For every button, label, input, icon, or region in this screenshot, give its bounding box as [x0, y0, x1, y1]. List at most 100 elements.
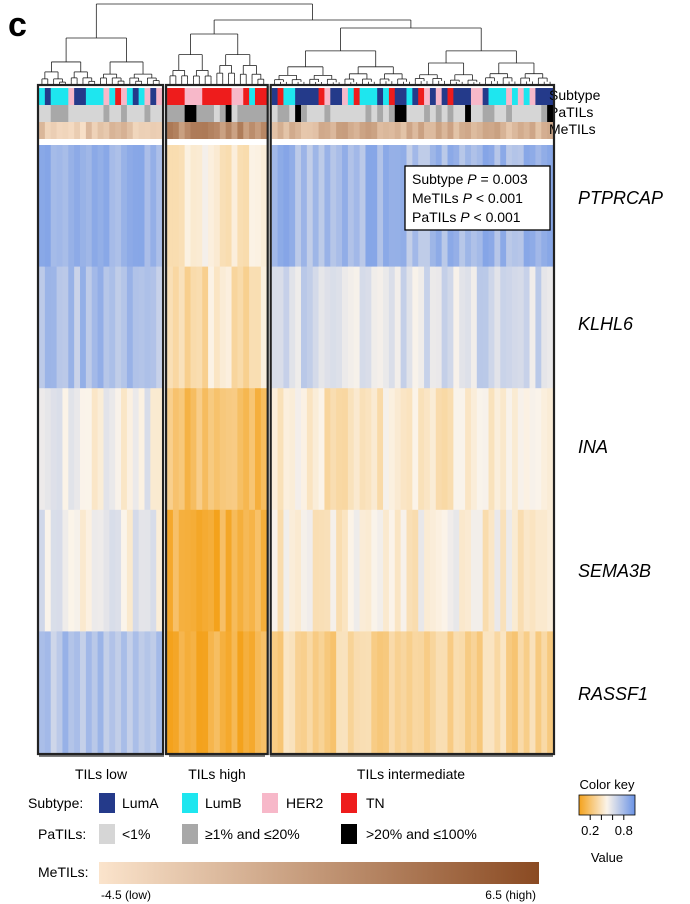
metils-track-cell — [138, 122, 145, 139]
heatmap-cell — [50, 145, 57, 267]
metils-track-cell — [453, 122, 460, 139]
subtype-track-cell — [225, 88, 232, 105]
heatmap-cell — [476, 266, 484, 389]
patils-track-cell — [225, 105, 232, 122]
heatmap-cell — [39, 266, 46, 389]
heatmap-cell — [295, 266, 302, 389]
heatmap-cell — [249, 631, 256, 754]
heatmap-cell — [126, 145, 134, 267]
heatmap-cell — [301, 509, 308, 632]
metils-track-cell — [115, 122, 122, 139]
heatmap-cell — [500, 266, 507, 389]
patils-track-cell — [342, 105, 349, 122]
heatmap-cell — [167, 509, 174, 632]
heatmap-cell — [85, 509, 93, 632]
heatmap-cell — [365, 388, 372, 511]
heatmap-cell — [271, 509, 278, 632]
subtype-track-cell — [435, 88, 443, 105]
gene-label-ina: INA — [578, 437, 608, 457]
metils-track-cell — [488, 122, 495, 139]
heatmap-cell — [330, 509, 337, 632]
patils-track-cell — [301, 105, 308, 122]
patils-track-cell — [196, 105, 203, 122]
heatmap-cell — [500, 509, 507, 632]
metils-track-cell — [459, 122, 466, 139]
heatmap-cell — [196, 509, 203, 632]
subtype-track-cell — [517, 88, 525, 105]
subtype-track-cell — [347, 88, 355, 105]
annotation-tracks — [39, 88, 554, 145]
heatmap-cell — [39, 509, 46, 632]
metils-track-cell — [447, 122, 454, 139]
heatmap-cell — [184, 631, 191, 754]
heatmap-cell — [85, 266, 93, 389]
heatmap-cell — [121, 388, 128, 511]
metils-track-cell — [394, 122, 402, 139]
heatmap-cell — [132, 509, 140, 632]
heatmap-cell — [115, 631, 122, 754]
heatmap-cell — [97, 509, 104, 632]
subtype-track-cell — [541, 88, 548, 105]
metils-track-cell — [243, 122, 250, 139]
heatmap-cell — [383, 266, 390, 389]
heatmap-cell — [359, 509, 366, 632]
subtype-track-cell — [318, 88, 325, 105]
heatmap-cell — [488, 631, 495, 754]
heatmap-cell — [383, 388, 390, 511]
heatmap-cell — [523, 266, 530, 389]
heatmap-cell — [44, 388, 52, 511]
heatmap-cell — [406, 388, 413, 511]
heatmap-cell — [470, 388, 478, 511]
heatmap-cell — [121, 266, 128, 389]
legend-patils-title: PaTILs: — [38, 826, 86, 842]
heatmap-cell — [365, 631, 372, 754]
heatmap-cell — [289, 266, 296, 389]
patils-track-cell — [347, 105, 355, 122]
subtype-track-cell — [231, 88, 238, 105]
heatmap-cell — [306, 388, 314, 511]
heatmap-cell — [494, 631, 501, 754]
subtype-track-cell — [249, 88, 256, 105]
heatmap-cell — [453, 388, 460, 511]
patils-track-cell — [249, 105, 256, 122]
subtype-track-cell — [254, 88, 262, 105]
heatmap-cell — [243, 388, 250, 511]
subtype-track-cell — [184, 88, 191, 105]
heatmap-cell — [330, 266, 337, 389]
metils-track-cell — [418, 122, 425, 139]
heatmap-cell — [429, 388, 437, 511]
metils-track-cell — [56, 122, 63, 139]
metils-track-cell — [547, 122, 554, 139]
heatmap-cell — [144, 631, 151, 754]
color-key-value-label: Value — [591, 850, 623, 865]
subtype-track-cell — [85, 88, 93, 105]
patils-track-cell — [318, 105, 325, 122]
heatmap-cell — [400, 509, 407, 632]
heatmap-cell — [97, 145, 104, 267]
subtype-track-cell — [91, 88, 98, 105]
heatmap-cell — [482, 266, 489, 389]
heatmap-cell — [388, 631, 396, 754]
stats-op: < — [473, 209, 481, 225]
subtype-track-cell — [237, 88, 244, 105]
heatmap-cell — [190, 631, 197, 754]
heatmap-cell — [225, 388, 232, 511]
metils-track-cell — [517, 122, 525, 139]
heatmap-cell — [184, 266, 191, 389]
heatmap-cell — [62, 388, 69, 511]
heatmap-cell — [254, 266, 262, 389]
patils-track-cell — [74, 105, 81, 122]
patils-track-cell — [213, 105, 221, 122]
subtype-track-cell — [324, 88, 331, 105]
heatmap-cell — [91, 388, 98, 511]
heatmap-cell — [144, 266, 151, 389]
legend-label-pa-high: >20% and ≤100% — [366, 826, 477, 842]
subtype-track-cell — [277, 88, 284, 105]
heatmap-cell — [115, 145, 122, 267]
heatmap-cell — [347, 145, 355, 267]
patils-track-cell — [219, 105, 227, 122]
heatmap-cell — [202, 631, 209, 754]
heatmap-cell — [511, 509, 519, 632]
heatmap-cell — [144, 145, 151, 267]
patils-track-cell — [465, 105, 472, 122]
